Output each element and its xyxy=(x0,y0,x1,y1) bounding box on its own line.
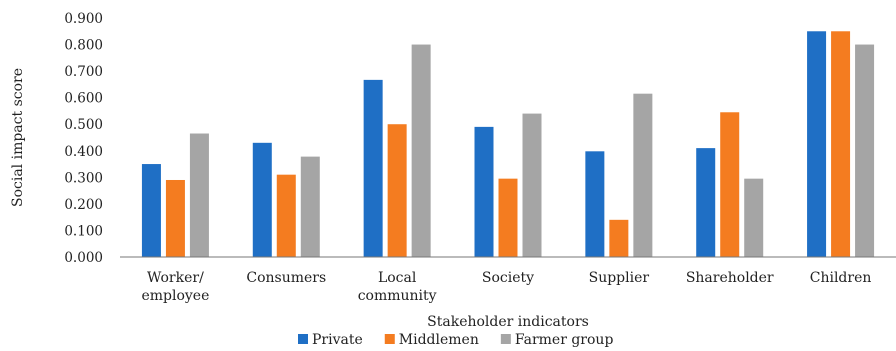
y-tick-label: 0.000 xyxy=(64,250,103,266)
y-axis-ticks: 0.000 0.100 0.200 0.300 0.400 0.500 0.600 0.700… xyxy=(64,11,103,266)
bar-farmer-group xyxy=(855,44,875,257)
bar-middlemen xyxy=(720,112,740,258)
bars xyxy=(141,31,875,258)
legend-swatch xyxy=(298,334,308,344)
y-tick-label: 0.300 xyxy=(64,170,103,186)
x-category-label: Worker/employee xyxy=(141,270,209,304)
y-tick-label: 0.700 xyxy=(64,64,103,80)
x-category-label: Local community xyxy=(358,270,437,304)
legend-label: Farmer group xyxy=(515,332,614,348)
bar-middlemen xyxy=(276,174,296,257)
bar-private xyxy=(585,151,605,257)
bar-farmer-group xyxy=(744,178,764,257)
bar-middlemen xyxy=(498,178,518,257)
y-tick-label: 0.400 xyxy=(64,144,103,160)
y-tick-label: 0.800 xyxy=(64,38,103,54)
bar-farmer-group xyxy=(300,156,320,257)
x-category-label: Consumers xyxy=(246,270,326,286)
x-category-label: Children xyxy=(810,270,872,286)
bar-private xyxy=(474,126,494,257)
bar-farmer-group xyxy=(522,113,542,257)
bar-middlemen xyxy=(831,31,851,258)
legend-label: Middlemen xyxy=(399,332,479,348)
x-category-label: Supplier xyxy=(589,270,650,286)
bar-middlemen xyxy=(387,124,407,257)
x-category-label: Shareholder xyxy=(686,270,774,286)
bar-private xyxy=(807,31,827,258)
bar-middlemen xyxy=(165,179,185,257)
x-axis-title: Stakeholder indicators xyxy=(427,314,589,330)
y-tick-label: 0.100 xyxy=(64,223,103,239)
y-axis-title: Social impact score xyxy=(10,68,26,207)
y-tick-label: 0.200 xyxy=(64,197,103,213)
legend: Private Middlemen Farmer group xyxy=(298,332,613,348)
bar-farmer-group xyxy=(633,93,653,257)
bar-middlemen xyxy=(609,219,629,257)
legend-swatch xyxy=(500,334,511,344)
bar-private xyxy=(696,148,716,257)
legend-label: Private xyxy=(312,332,363,348)
y-tick-label: 0.500 xyxy=(64,117,103,133)
bar-private xyxy=(252,142,272,257)
bar-farmer-group xyxy=(411,44,431,257)
bar-farmer-group xyxy=(189,133,209,257)
bar-private xyxy=(363,79,383,257)
x-axis-labels: Worker/employee Consumers Local community So… xyxy=(141,270,871,304)
y-tick-label: 0.900 xyxy=(64,11,103,27)
bar-private xyxy=(141,164,161,257)
legend-swatch xyxy=(384,334,395,344)
y-tick-label: 0.600 xyxy=(64,91,103,107)
x-category-label: Society xyxy=(482,270,534,286)
